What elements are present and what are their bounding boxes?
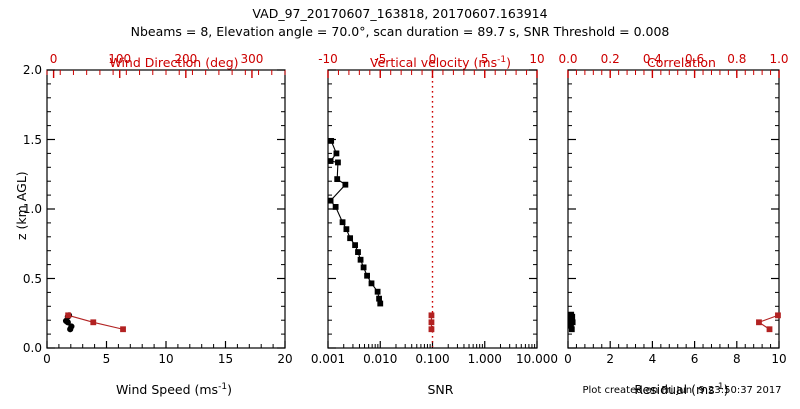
panel-wind-bottom-tick-label-3: 15 <box>217 352 234 366</box>
panel-snr-series-0-marker <box>347 235 354 242</box>
residual-label-tail: ) <box>723 381 729 397</box>
panel-wind-frame <box>46 69 286 349</box>
panel-snr-series-0-marker <box>355 249 361 255</box>
panel-snr-series-1-marker <box>428 312 435 319</box>
panel-snr-series-0-marker <box>376 295 382 302</box>
panel-residual-top-tick-label-3: 0.6 <box>685 52 705 66</box>
panel-residual-top-tick-label-1: 0.2 <box>600 52 620 66</box>
panel-snr-top-tick-label-3: 5 <box>480 52 489 66</box>
panel-snr-series-0-marker <box>328 137 335 144</box>
panel-residual-bottom-axis-label: Residual (ms-1) <box>568 371 779 409</box>
panel-snr-top-axis-label: Vertical velocity (ms-1) <box>328 44 537 82</box>
y-tick-label-1: 0.5 <box>22 271 42 286</box>
panel-snr-bottom-tick-label-0: 0.001 <box>310 352 346 366</box>
panel-wind-series-1 <box>65 312 126 333</box>
panel-snr-series-0-marker <box>327 158 334 164</box>
panel-snr-bottom-axis-label: SNR <box>328 371 537 409</box>
panel-snr-series-0-marker <box>377 300 384 307</box>
plot-canvas: VAD_97_20170607_163818, 20170607.163914 … <box>14 6 789 396</box>
panel-snr-series-0-marker <box>368 280 375 287</box>
panel-snr-bottom-tick-label-1: 0.010 <box>363 352 398 366</box>
panel-snr-top-tick-label-1: -5 <box>374 52 387 66</box>
panel-wind-top-tick-label-0: 0 <box>49 52 58 66</box>
panel-residual-top-tick-label-4: 0.8 <box>727 52 747 66</box>
panel-wind-bottom-tick-label-1: 5 <box>102 352 111 366</box>
panel-snr-series-0-marker <box>357 256 364 263</box>
panel-snr-series-0-marker <box>343 226 350 233</box>
panel-snr-series-1 <box>428 312 435 333</box>
plot-created-footer: Plot created on Fri Jun 9 23:50:37 2017 <box>582 385 782 396</box>
panel-wind-bottom-axis-label: Wind Speed (ms-1) <box>47 371 285 409</box>
snr-label-text: SNR <box>427 381 454 397</box>
correlation-label-text: Correlation <box>646 54 716 70</box>
panel-residual-bottom-tick-label-1: 2 <box>606 352 614 366</box>
data-series-layer <box>62 71 781 347</box>
panel-residual-bottom-tick-label-4: 8 <box>732 352 741 366</box>
panel-residual-series-1-marker <box>756 319 762 326</box>
panel-residual-bottom-tick-label-3: 6 <box>690 352 699 366</box>
panel-wind-top-tick-label-1: 100 <box>108 52 132 66</box>
panel-wind-series-0-marker <box>68 323 75 330</box>
panel-wind-top-axis-label: Wind Direction (deg) <box>47 44 285 82</box>
y-tick-label-0: 0.0 <box>22 341 42 355</box>
panel-residual-series-0 <box>568 311 576 333</box>
panel-snr-series-0-marker <box>335 159 341 166</box>
panel-snr-series-0 <box>327 137 384 307</box>
panel-residual-bottom-tick-label-2: 4 <box>648 352 657 366</box>
panel-snr-series-0-marker <box>339 219 346 226</box>
panel-snr-top-tick-label-0: -10 <box>318 52 338 66</box>
y-tick-label-3: 1.5 <box>22 132 42 147</box>
panel-snr-bottom-tick-label-2: 0.100 <box>415 352 450 366</box>
panel-residual-series-1-marker <box>775 312 781 319</box>
panel-snr-series-0-marker <box>333 150 340 157</box>
panel-residual-series-1 <box>756 312 781 333</box>
wind-speed-label-text: Wind Speed (ms <box>115 381 219 397</box>
panel-residual-top-tick-label-5: 1.0 <box>769 52 789 66</box>
plot-vector-layer <box>46 69 781 349</box>
panel-residual-top-tick-label-2: 0.4 <box>642 52 662 66</box>
panel-residual-bottom-tick-label-5: 10 <box>771 352 787 366</box>
panel-frames <box>46 69 780 349</box>
plot-title-sub: Nbeams = 8, Elevation angle = 70.0°, sca… <box>130 24 670 39</box>
panel-snr-series-0-marker <box>352 242 358 249</box>
residual-label-text: Residual (ms <box>634 381 715 397</box>
panel-wind-top-tick-label-3: 300 <box>240 52 264 66</box>
panel-snr-series-1-marker <box>428 326 435 333</box>
panel-snr-top-tick-label-2: 0 <box>428 52 437 66</box>
panel-wind-top-tick-label-2: 200 <box>174 52 198 66</box>
y-tick-label-4: 2.0 <box>22 63 42 77</box>
panel-residual-frame <box>567 69 780 349</box>
wind-direction-label-text: Wind Direction (deg) <box>109 54 239 70</box>
panel-snr-series-0-marker <box>332 204 339 210</box>
panel-wind-series-1-marker <box>65 312 72 319</box>
panel-wind-bottom-tick-label-0: 0 <box>43 352 51 366</box>
panel-snr-series-0-marker <box>334 176 341 183</box>
panel-wind-series-1-marker <box>90 319 97 326</box>
wind-speed-label-exp: -1 <box>218 381 228 392</box>
panel-snr-bottom-tick-label-4: 10.000 <box>516 352 558 366</box>
residual-label-exp: -1 <box>714 381 724 392</box>
panel-snr-top-tick-label-4: 10 <box>529 52 545 66</box>
panel-snr-bottom-tick-label-3: 1.000 <box>467 352 502 366</box>
panel-residual-series-1-marker <box>766 326 773 333</box>
panel-snr-series-0-marker <box>327 197 334 204</box>
panel-snr-series-0-marker <box>374 288 381 295</box>
panel-snr-series-0-marker <box>360 264 367 271</box>
panel-wind-bottom-tick-label-4: 20 <box>277 352 293 366</box>
panel-residual-top-tick-label-0: 0.0 <box>558 52 578 66</box>
plot-title-main: VAD_97_20170607_163818, 20170607.163914 <box>252 6 548 21</box>
wind-speed-label-tail: ) <box>227 381 232 397</box>
panel-snr-series-0-marker <box>342 181 349 188</box>
panel-wind-bottom-tick-label-2: 10 <box>158 352 174 366</box>
panel-residual-bottom-tick-label-0: 0 <box>564 352 572 366</box>
panel-snr-series-0-marker <box>364 272 370 279</box>
y-tick-label-2: 1.0 <box>22 202 42 216</box>
panel-residual-series-0-marker <box>568 311 575 318</box>
vertical-velocity-label-tail: ) <box>506 54 511 70</box>
panel-residual-top-axis-label: Correlation <box>568 44 779 82</box>
vertical-velocity-label-text: Vertical velocity (ms <box>369 54 498 70</box>
panel-snr-series-1-marker <box>428 319 435 326</box>
vertical-velocity-label-exp: -1 <box>497 54 507 65</box>
panel-wind-series-1-marker <box>120 326 126 333</box>
